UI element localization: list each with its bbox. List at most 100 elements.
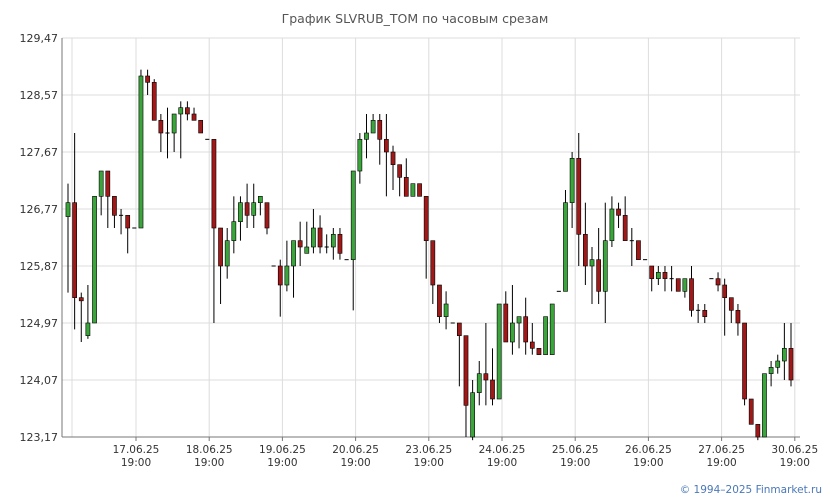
candle-body-down xyxy=(675,278,681,292)
candle-body-up xyxy=(330,234,336,248)
candle-body-up xyxy=(224,240,230,267)
candle-body-down xyxy=(755,424,761,438)
candle-body-down xyxy=(317,227,323,248)
x-tick-date: 27.06.25 xyxy=(698,444,745,456)
candle-body-down xyxy=(529,341,535,349)
x-tick-time: 19:00 xyxy=(340,457,370,469)
candle-body-down xyxy=(536,348,542,355)
candle-body-up xyxy=(410,183,416,197)
x-tick-date: 17.06.25 xyxy=(113,444,160,456)
candle-body-up xyxy=(543,316,548,355)
x-tick-time: 19:00 xyxy=(487,457,517,469)
candle-body-down xyxy=(403,177,409,197)
candle-body-down xyxy=(198,120,204,134)
candle-body-up xyxy=(682,278,688,292)
candle-body-down xyxy=(151,82,157,121)
candle-body-down xyxy=(456,322,462,336)
x-tick-time: 19:00 xyxy=(267,457,297,469)
candle-body-up xyxy=(443,303,449,317)
candle-body-down xyxy=(191,113,197,121)
candle-body-down xyxy=(218,227,223,267)
candle-body-up xyxy=(350,170,356,260)
x-tick-date: 18.06.25 xyxy=(186,444,233,456)
candle-body-down xyxy=(616,208,621,216)
x-tick-date: 24.06.25 xyxy=(479,444,526,456)
y-tick-label: 123,17 xyxy=(20,431,59,444)
candle-body-up xyxy=(563,202,568,292)
candle-body-up xyxy=(364,132,369,140)
candle-body-down xyxy=(377,120,383,140)
candle-body-down xyxy=(158,120,164,134)
candle-body-down xyxy=(185,107,190,115)
candle-body-up xyxy=(138,75,144,229)
candle-body-up xyxy=(85,322,91,336)
candle-body-down xyxy=(483,373,489,381)
y-tick-label: 124,97 xyxy=(20,317,59,330)
candle-body-down xyxy=(244,202,250,216)
candle-body-up xyxy=(609,208,615,241)
x-tick-time: 19:00 xyxy=(633,457,663,469)
x-tick-time: 19:00 xyxy=(121,457,151,469)
candle-body-down xyxy=(583,234,588,267)
candle-body-down xyxy=(649,265,655,279)
candle-body-down xyxy=(105,170,111,197)
x-tick-date: 25.06.25 xyxy=(552,444,599,456)
x-tick-date: 19.06.25 xyxy=(259,444,306,456)
x-tick-time: 19:00 xyxy=(560,457,590,469)
candle-body-down xyxy=(636,240,641,260)
chart-title: График SLVRUB_TOM по часовым срезам xyxy=(281,11,549,26)
x-tick-time: 19:00 xyxy=(414,457,444,469)
candle-body-down xyxy=(397,164,403,178)
y-tick-label: 126,77 xyxy=(20,203,59,216)
x-tick-date: 20.06.25 xyxy=(332,444,379,456)
candle-body-up xyxy=(549,303,555,355)
candle-body-down xyxy=(702,310,708,317)
candle-body-down xyxy=(523,316,529,343)
candle-body-down xyxy=(728,297,734,311)
candle-body-down xyxy=(72,202,77,298)
y-tick-label: 125,87 xyxy=(20,260,59,273)
candle-body-up xyxy=(98,170,104,197)
candle-body-down xyxy=(722,284,728,298)
candle-body-down xyxy=(463,335,469,406)
candle-body-up xyxy=(476,373,482,393)
candle-body-up xyxy=(768,367,774,374)
candle-body-up xyxy=(569,158,575,203)
candle-body-down xyxy=(78,297,84,302)
x-tick-time: 19:00 xyxy=(194,457,224,469)
candle-body-up xyxy=(470,392,475,438)
candle-body-up xyxy=(258,196,263,203)
candle-body-down xyxy=(437,284,442,317)
candle-body-up xyxy=(284,265,290,286)
candle-body-up xyxy=(251,202,257,216)
candle-body-down xyxy=(503,303,509,343)
candle-body-up xyxy=(291,240,296,267)
candle-body-up xyxy=(589,259,595,267)
y-tick-label: 124,07 xyxy=(20,374,59,387)
candle-body-down xyxy=(145,75,150,83)
candle-body-down xyxy=(490,379,495,400)
y-tick-label: 129,47 xyxy=(20,32,59,45)
candle-body-down xyxy=(277,265,283,286)
candle-body-up xyxy=(231,221,237,241)
candle-body-down xyxy=(211,139,217,229)
candle-body-down xyxy=(264,202,270,229)
candle-body-up xyxy=(510,322,515,343)
x-tick-date: 23.06.25 xyxy=(405,444,452,456)
candle-body-down xyxy=(748,398,754,425)
candle-body-down xyxy=(384,139,389,153)
x-tick-time: 19:00 xyxy=(780,457,810,469)
candle-body-up xyxy=(602,240,608,292)
candle-body-down xyxy=(742,322,747,400)
candle-body-up xyxy=(370,120,376,134)
candle-body-down xyxy=(735,310,741,324)
candle-body-down xyxy=(576,158,582,235)
candle-body-up xyxy=(65,202,71,217)
candle-body-up xyxy=(304,246,310,254)
candle-body-up xyxy=(775,360,781,368)
candle-body-down xyxy=(596,259,601,292)
candle-body-down xyxy=(337,234,343,254)
copyright-notice[interactable]: © 1994–2025 Finmarket.ru xyxy=(679,484,822,496)
x-tick-date: 30.06.25 xyxy=(771,444,818,456)
